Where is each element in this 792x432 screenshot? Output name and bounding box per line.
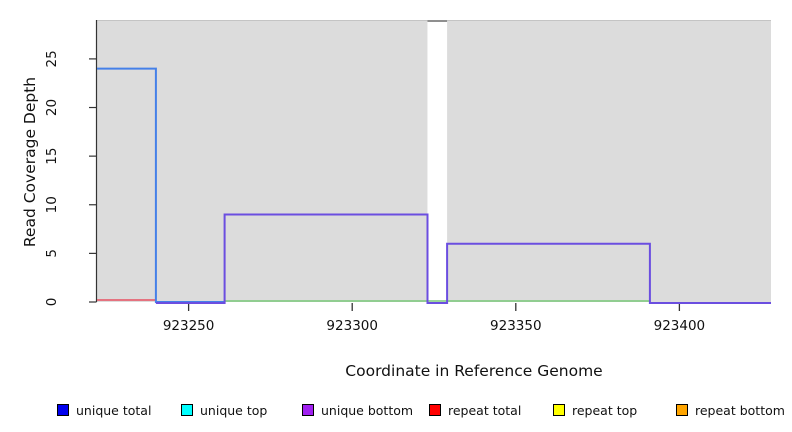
legend-swatch-unique-total [57,404,69,416]
legend-label: unique bottom [321,402,414,418]
y-tick-label: 5 [44,249,60,258]
legend-item-repeat-total: repeat total [429,400,521,420]
y-tick-label: 0 [44,298,60,307]
legend-swatch-unique-top [181,404,193,416]
y-tick-label: 25 [44,50,60,67]
x-tick-label: 923400 [654,318,706,334]
x-tick-label: 923250 [163,318,215,334]
x-tick-label: 923300 [326,318,378,334]
y-tick-label: 15 [44,148,60,165]
legend-item-unique-total: unique total [57,400,151,420]
legend-swatch-unique-bottom [302,404,314,416]
legend-label: repeat total [448,402,522,418]
y-axis-title-text: Read Coverage Depth [21,76,39,248]
legend-swatch-repeat-total [429,404,441,416]
y-tick-label: 20 [44,99,60,116]
x-axis-title: Coordinate in Reference Genome [0,362,792,380]
legend-label: repeat bottom [695,402,785,418]
y-tick-label: 10 [44,196,60,213]
coverage-gap-region [427,20,448,302]
legend-swatch-repeat-top [553,404,565,416]
legend-item-repeat-bottom: repeat bottom [676,400,785,420]
x-axis-title-text: Coordinate in Reference Genome [345,362,603,380]
legend-label: unique top [200,402,268,418]
legend-swatch-repeat-bottom [676,404,688,416]
legend-item-repeat-top: repeat top [553,400,637,420]
series-unique-bottom [155,213,771,304]
legend-label: unique total [76,402,152,418]
x-tick-label: 923350 [490,318,542,334]
legend-label: repeat top [572,402,638,418]
legend-item-unique-bottom: unique bottom [302,400,413,420]
legend-item-unique-top: unique top [181,400,267,420]
legend: unique total unique top unique bottom re… [0,400,792,422]
y-axis-title: Read Coverage Depth [21,0,39,362]
